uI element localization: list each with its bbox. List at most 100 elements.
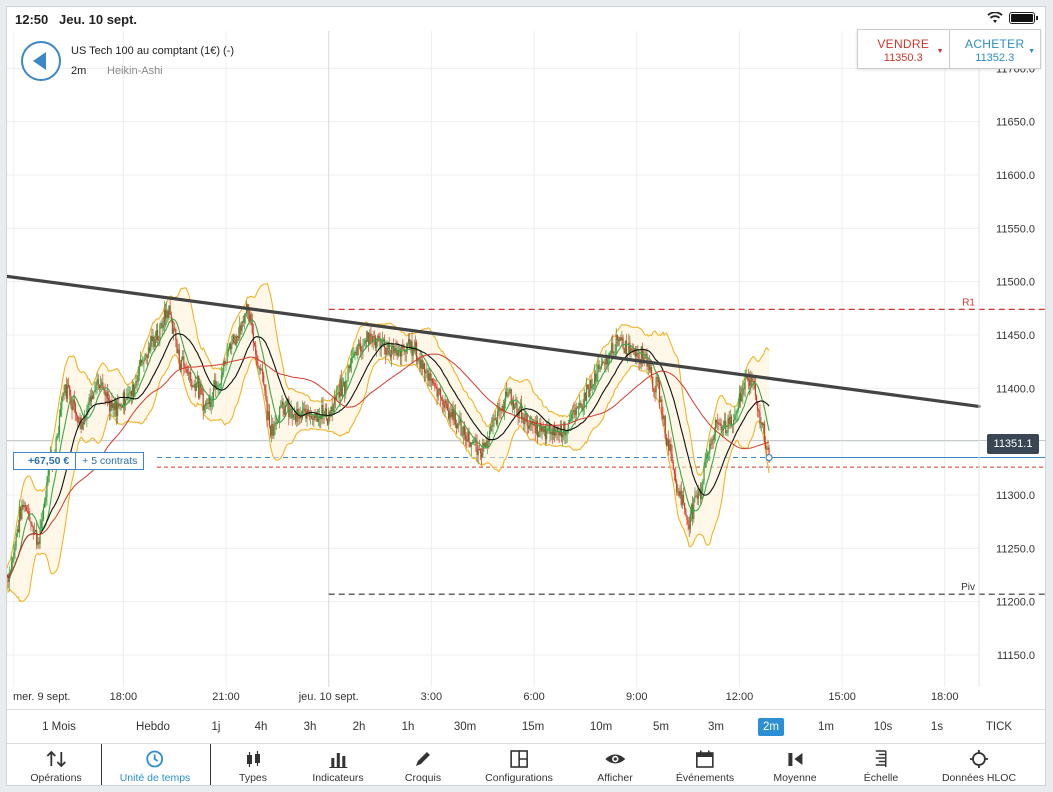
timeframe-hebdo[interactable]: Hebdo <box>136 721 170 733</box>
candle-body <box>307 409 309 414</box>
back-button[interactable] <box>21 41 61 81</box>
sell-button[interactable]: VENDRE 11350.3 ▼ <box>858 30 949 68</box>
candle-body <box>484 442 486 447</box>
candle-body <box>443 404 445 408</box>
candle-body <box>138 366 140 375</box>
candle-body <box>430 378 432 381</box>
candle-body <box>450 412 452 417</box>
candle-body <box>206 402 208 404</box>
candle-body <box>276 422 278 424</box>
candle-body <box>23 504 25 508</box>
candle-body <box>210 401 212 407</box>
candle-body <box>394 348 396 354</box>
candle-body <box>445 400 447 405</box>
candle-body <box>647 363 649 367</box>
candle-body <box>750 376 752 386</box>
timeframe-15m[interactable]: 15m <box>521 721 545 733</box>
candle-body <box>102 382 104 390</box>
candle-body <box>494 418 496 421</box>
candle-body <box>224 360 226 364</box>
candle-body <box>508 391 510 396</box>
tab-configurations[interactable]: Configurations <box>485 744 553 785</box>
timeframe-10m[interactable]: 10m <box>589 721 613 733</box>
candle-body <box>33 531 35 533</box>
timeframe-1m[interactable]: 1m <box>818 721 834 733</box>
tab-operations[interactable]: Opérations <box>30 744 82 785</box>
timeframe-2m[interactable]: 2m <box>758 718 784 736</box>
candle-body <box>279 407 281 421</box>
candle-body <box>763 423 766 443</box>
timeframe-1j[interactable]: 1j <box>211 721 221 733</box>
candle-body <box>172 328 175 334</box>
candle-body <box>589 379 591 397</box>
candle-body <box>105 392 107 396</box>
candle-body <box>151 336 153 341</box>
price-chart[interactable]: R1 Piv 11150.0 11200.0 11250.0 11300.0 11350.… <box>7 7 1046 707</box>
candle-body <box>139 359 142 367</box>
timeframe-1-mois[interactable]: 1 Mois <box>42 721 76 733</box>
candle-body <box>709 443 711 453</box>
tab-types[interactable]: Types <box>239 744 267 785</box>
y-tick-label: 11300.0 <box>996 490 1035 502</box>
candle-body <box>466 439 468 442</box>
candle-body <box>738 393 741 406</box>
candle-body <box>287 398 289 405</box>
candle-body <box>163 309 166 326</box>
candle-body <box>617 339 620 341</box>
candle-body <box>202 394 204 411</box>
tab-moyenne[interactable]: Moyenne <box>773 744 817 785</box>
tab-croquis[interactable]: Croquis <box>405 744 441 785</box>
timeframe-2h[interactable]: 2h <box>352 721 366 733</box>
tab-unite-de-temps[interactable]: Unité de temps <box>120 744 190 785</box>
timeframe-5m[interactable]: 5m <box>653 721 669 733</box>
timeframe-1s[interactable]: 1s <box>930 721 944 733</box>
timeframe-3m[interactable]: 3m <box>708 721 724 733</box>
tab-evenements[interactable]: Événements <box>676 744 734 785</box>
candle-body <box>423 363 426 374</box>
x-tick-label: 18:00 <box>931 691 959 703</box>
timeframe-4h[interactable]: 4h <box>254 721 268 733</box>
candle-body <box>260 369 263 371</box>
candle-body <box>568 419 571 424</box>
timeframe-1h[interactable]: 1h <box>401 721 415 733</box>
candle-body <box>219 383 221 385</box>
candle-body <box>558 431 560 436</box>
x-tick-label: 9:00 <box>626 691 647 703</box>
candle-body <box>515 402 517 406</box>
candle-body <box>600 364 602 369</box>
last-price-marker <box>765 453 773 462</box>
position-label[interactable]: +67,50 € + 5 contrats <box>13 452 145 470</box>
candle-body <box>61 397 63 410</box>
timeframe-10s[interactable]: 10s <box>873 721 893 733</box>
candle-body <box>191 381 193 388</box>
candle-body <box>101 382 103 386</box>
timeframe-tick[interactable]: TICK <box>985 721 1013 733</box>
candle-body <box>98 384 101 389</box>
candle-body <box>113 403 115 410</box>
candle-body <box>621 337 623 341</box>
candle-body <box>590 379 592 389</box>
candle-body <box>123 392 126 406</box>
candle-body <box>461 435 463 437</box>
tab-echelle[interactable]: Échelle <box>864 744 898 785</box>
tab-indicateurs[interactable]: Indicateurs <box>312 744 364 785</box>
candle-body <box>379 337 381 349</box>
layout-icon <box>510 750 528 768</box>
candle-body <box>126 397 128 400</box>
candle-body <box>536 420 539 438</box>
candle-body <box>403 346 405 351</box>
timeframe-30m[interactable]: 30m <box>453 721 477 733</box>
x-tick-label: 18:00 <box>110 691 138 703</box>
candle-body <box>90 395 93 402</box>
timeframe-3h[interactable]: 3h <box>303 721 317 733</box>
tab-label: Moyenne <box>773 772 817 784</box>
buy-button[interactable]: ACHETER 11352.3 ▼ <box>948 30 1041 68</box>
candle-body <box>656 377 658 379</box>
tab-afficher[interactable]: Afficher <box>597 744 633 785</box>
candle-body <box>177 349 179 354</box>
candle-body <box>735 413 737 416</box>
y-tick-label: 11500.0 <box>996 277 1035 289</box>
candle-body <box>30 521 32 525</box>
tab-donnees-hloc[interactable]: Données HLOC <box>942 744 1016 785</box>
sell-label: VENDRE <box>877 37 930 51</box>
